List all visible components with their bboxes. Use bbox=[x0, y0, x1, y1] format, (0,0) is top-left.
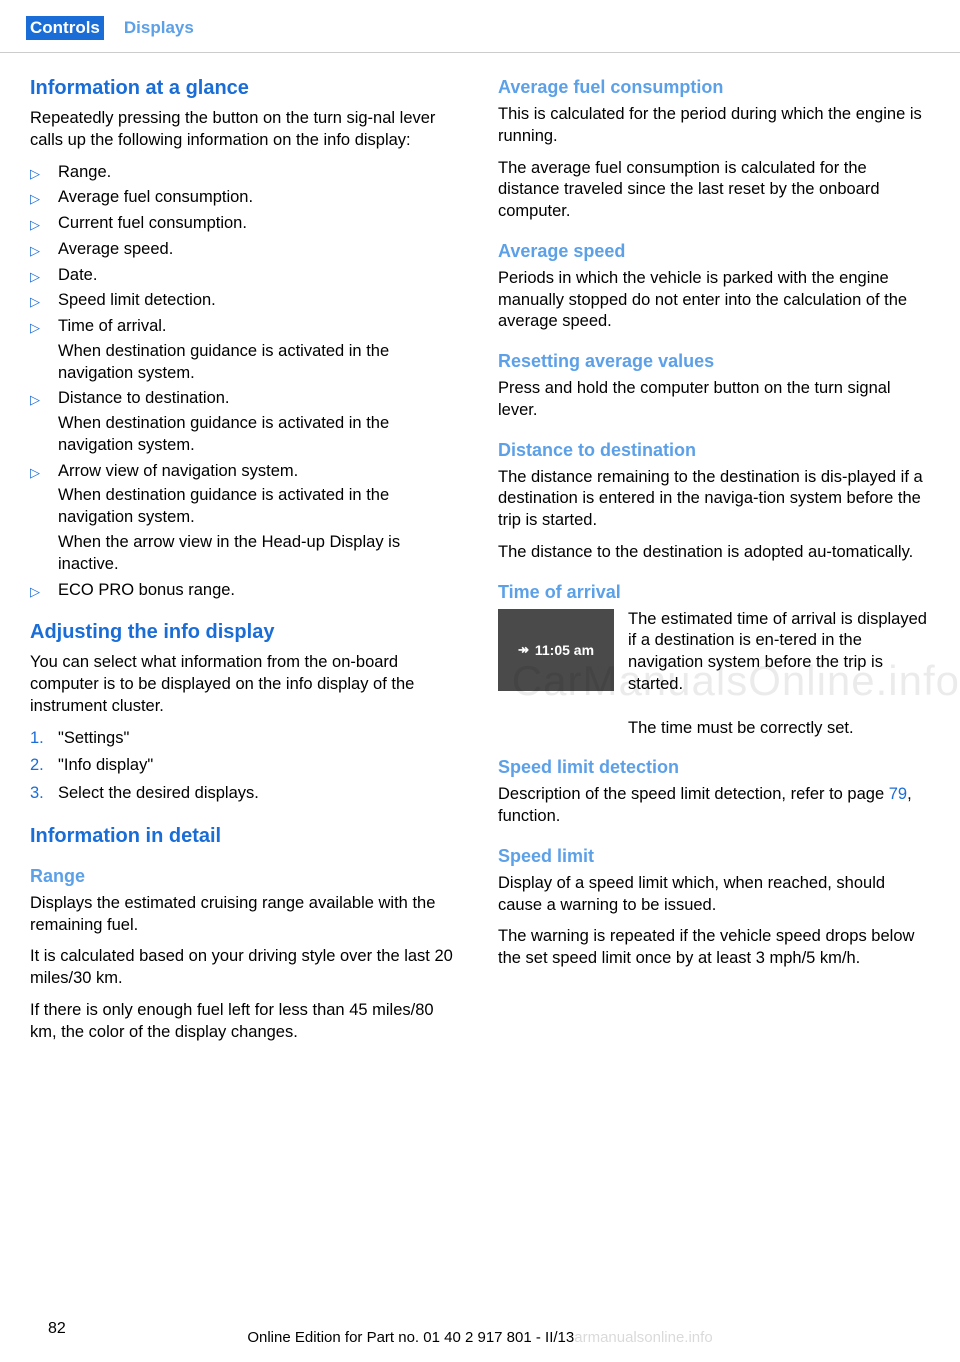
para-avg-fuel2: The average fuel consumption is calculat… bbox=[498, 158, 930, 223]
bullet-icon: ▷ bbox=[30, 464, 40, 481]
para-glance: Repeatedly pressing the button on the tu… bbox=[30, 108, 462, 152]
list-text: Arrow view of navigation system. bbox=[58, 462, 298, 480]
list-text: Average fuel consumption. bbox=[58, 188, 253, 206]
heading-range: Range bbox=[30, 866, 462, 887]
para-time2: The time must be correctly set. bbox=[628, 719, 854, 737]
list-item: ▷ Time of arrival. When destination guidan… bbox=[30, 316, 462, 384]
list-item: ▷ Average fuel consumption. bbox=[30, 187, 462, 209]
time-text-block: The estimated time of arrival is display… bbox=[628, 609, 930, 740]
heading-avg-speed: Average speed bbox=[498, 241, 930, 262]
list-item: ▷ Current fuel consumption. bbox=[30, 213, 462, 235]
para-range3: If there is only enough fuel left for le… bbox=[30, 1000, 462, 1044]
para-avg-speed: Periods in which the vehicle is parked w… bbox=[498, 268, 930, 333]
list-text: ECO PRO bonus range. bbox=[58, 581, 235, 599]
step-num: 2. bbox=[30, 755, 44, 777]
list-item: ▷ ECO PRO bonus range. bbox=[30, 580, 462, 602]
bullet-icon: ▷ bbox=[30, 293, 40, 310]
arrow-icon: ↠ bbox=[518, 642, 529, 658]
list-text: Speed limit detection. bbox=[58, 291, 216, 309]
bullet-icon: ▷ bbox=[30, 242, 40, 259]
footer: Online Edition for Part no. 01 40 2 917 … bbox=[0, 1329, 960, 1346]
step-item: 1. "Settings" bbox=[30, 728, 462, 750]
para-dist1: The distance remaining to the destinatio… bbox=[498, 467, 930, 532]
heading-avg-fuel: Average fuel consumption bbox=[498, 77, 930, 98]
list-sub2: When the arrow view in the Head-up Displ… bbox=[58, 532, 462, 576]
bullet-icon: ▷ bbox=[30, 190, 40, 207]
bullet-icon: ▷ bbox=[30, 319, 40, 336]
bullet-icon: ▷ bbox=[30, 216, 40, 233]
step-text: Select the desired displays. bbox=[58, 784, 259, 802]
heading-speed-limit: Speed limit bbox=[498, 846, 930, 867]
heading-speed-detect: Speed limit detection bbox=[498, 757, 930, 778]
header: Controls Displays bbox=[0, 0, 960, 53]
para-range2: It is calculated based on your driving s… bbox=[30, 946, 462, 990]
bullet-icon: ▷ bbox=[30, 583, 40, 600]
list-item: ▷ Arrow view of navigation system. When de… bbox=[30, 461, 462, 576]
tab-displays: Displays bbox=[124, 18, 194, 38]
content: Information at a glance Repeatedly press… bbox=[0, 53, 960, 1054]
bullet-icon: ▷ bbox=[30, 391, 40, 408]
para-adjusting: You can select what information from the… bbox=[30, 652, 462, 717]
heading-time: Time of arrival bbox=[498, 582, 930, 603]
step-num: 1. bbox=[30, 728, 44, 750]
step-text: "Settings" bbox=[58, 729, 129, 747]
speed-detect-pre: Description of the speed limit detection… bbox=[498, 785, 889, 803]
footer-text: Online Edition for Part no. 01 40 2 917 … bbox=[247, 1329, 574, 1346]
heading-dist: Distance to destination bbox=[498, 440, 930, 461]
step-num: 3. bbox=[30, 783, 44, 805]
heading-reset: Resetting average values bbox=[498, 351, 930, 372]
info-bullets: ▷ Range. ▷ Average fuel consumption. ▷ Curr… bbox=[30, 162, 462, 602]
list-text: Time of arrival. bbox=[58, 317, 167, 335]
list-item: ▷ Date. bbox=[30, 265, 462, 287]
list-text: Average speed. bbox=[58, 240, 173, 258]
list-text: Distance to destination. bbox=[58, 389, 230, 407]
page-ref-link[interactable]: 79 bbox=[889, 785, 907, 803]
para-speed-limit1: Display of a speed limit which, when rea… bbox=[498, 873, 930, 917]
para-time1: The estimated time of arrival is display… bbox=[628, 610, 927, 693]
right-column: Average fuel consumption This is calcula… bbox=[498, 77, 930, 1054]
list-item: ▷ Range. bbox=[30, 162, 462, 184]
time-display-image: ↠ 11:05 am bbox=[498, 609, 614, 691]
steps-list: 1. "Settings" 2. "Info display" 3. Select t… bbox=[30, 728, 462, 805]
time-arrival-block: ↠ 11:05 am The estimated time of arrival… bbox=[498, 609, 930, 740]
para-speed-limit2: The warning is repeated if the vehicle s… bbox=[498, 926, 930, 970]
para-reset: Press and hold the computer button on th… bbox=[498, 378, 930, 422]
heading-info-glance: Information at a glance bbox=[30, 77, 462, 100]
list-sub: When destination guidance is activated i… bbox=[58, 485, 462, 529]
step-text: "Info display" bbox=[58, 756, 153, 774]
step-item: 3. Select the desired displays. bbox=[30, 783, 462, 805]
list-text: Range. bbox=[58, 163, 111, 181]
list-text: Current fuel consumption. bbox=[58, 214, 247, 232]
para-dist2: The distance to the destination is adopt… bbox=[498, 542, 930, 564]
tab-controls: Controls bbox=[26, 16, 104, 40]
bullet-icon: ▷ bbox=[30, 165, 40, 182]
list-item: ▷ Average speed. bbox=[30, 239, 462, 261]
step-item: 2. "Info display" bbox=[30, 755, 462, 777]
footer-suffix: armanualsonline.info bbox=[574, 1329, 712, 1346]
bullet-icon: ▷ bbox=[30, 268, 40, 285]
heading-adjusting: Adjusting the info display bbox=[30, 621, 462, 644]
para-avg-fuel1: This is calculated for the period during… bbox=[498, 104, 930, 148]
list-item: ▷ Distance to destination. When destinatio… bbox=[30, 388, 462, 456]
para-speed-detect: Description of the speed limit detection… bbox=[498, 784, 930, 828]
left-column: Information at a glance Repeatedly press… bbox=[30, 77, 462, 1054]
para-range1: Displays the estimated cruising range av… bbox=[30, 893, 462, 937]
list-item: ▷ Speed limit detection. bbox=[30, 290, 462, 312]
heading-info-detail: Information in detail bbox=[30, 825, 462, 848]
list-text: Date. bbox=[58, 266, 97, 284]
list-sub: When destination guidance is activated i… bbox=[58, 413, 462, 457]
list-sub: When destination guidance is activated i… bbox=[58, 341, 462, 385]
time-value: 11:05 am bbox=[535, 642, 594, 658]
